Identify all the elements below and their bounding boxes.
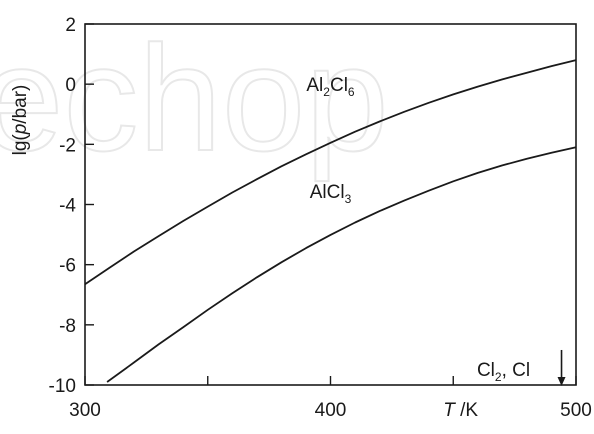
x-axis-label-part: T [443, 400, 456, 421]
series-line-al2cl6 [84, 59, 577, 285]
label-part: Cl [477, 360, 495, 381]
series-line-alcl3 [106, 146, 577, 383]
x-tick-label: 300 [69, 400, 101, 421]
label-part: 6 [348, 85, 355, 99]
annotation-label: Cl2, Cl [477, 360, 530, 384]
y-tick-label: -8 [59, 316, 76, 337]
label-part: 3 [345, 192, 352, 206]
y-tick-label: 2 [65, 15, 76, 36]
y-axis-label-part: p [10, 124, 31, 136]
x-tick-label: 500 [560, 400, 592, 421]
series-lines [84, 59, 577, 383]
tick-marks [84, 23, 577, 386]
x-tick-label: 400 [315, 400, 347, 421]
y-axis-label-part: lg( [10, 134, 31, 156]
y-axis-label: lg(p/bar) [10, 85, 31, 156]
label-part: Cl [330, 75, 348, 96]
y-tick-label: -4 [59, 196, 76, 217]
label-part: Al [306, 75, 323, 96]
y-axis-label-part: /bar) [10, 85, 31, 124]
label-part: , Cl [502, 360, 531, 381]
label-part: 2 [495, 370, 502, 384]
series-label-alcl3: AlCl3 [310, 182, 352, 206]
down-arrow-icon [557, 349, 566, 386]
y-tick-label: -2 [59, 135, 76, 156]
x-axis-label-part: /K [455, 400, 479, 421]
arrow-head [557, 376, 566, 386]
series-label-al2cl6: Al2Cl6 [306, 75, 355, 99]
x-axis-label: T /K [443, 400, 478, 421]
label-part: AlCl [310, 182, 345, 203]
label-part: 2 [323, 85, 330, 99]
y-tick-label: -6 [59, 256, 76, 277]
watermark: echop [0, 14, 389, 182]
y-tick-label: 0 [65, 75, 76, 96]
y-tick-label: -10 [49, 376, 76, 397]
